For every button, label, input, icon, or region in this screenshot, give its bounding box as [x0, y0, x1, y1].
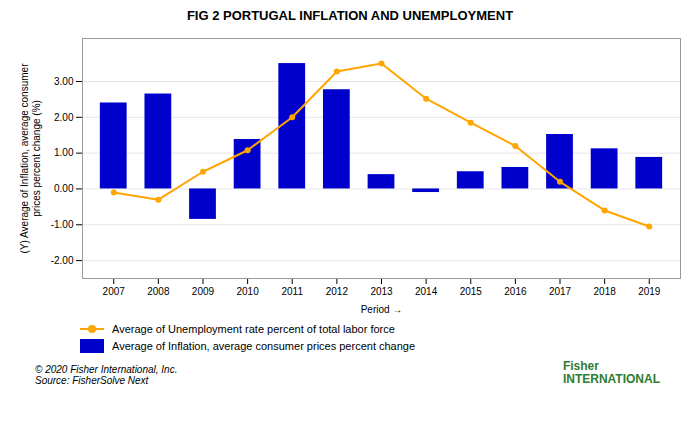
svg-text:2010: 2010	[236, 286, 259, 297]
svg-text:Period →: Period →	[361, 304, 403, 315]
svg-text:2019: 2019	[638, 286, 661, 297]
svg-text:3.00: 3.00	[54, 76, 74, 87]
html-text:FIG 2 PORTUGAL INFLATION AND U: FIG 2 PORTUGAL INFLATION AND UNEMPLOYMEN…	[186, 8, 514, 23]
html-text:Average of Inflation, average: Average of Inflation, average consumer p…	[112, 339, 416, 352]
svg-text:2012: 2012	[326, 286, 349, 297]
svg-text:2017: 2017	[549, 286, 572, 297]
svg-text:-1.00: -1.00	[51, 219, 74, 230]
svg-text:2018: 2018	[594, 286, 617, 297]
svg-text:2007: 2007	[103, 286, 126, 297]
svg-text:-2.00: -2.00	[51, 255, 74, 266]
svg-text:2014: 2014	[415, 286, 438, 297]
html-text:Fisher INTERNATIONAL: Fisher INTERNATIONAL	[562, 359, 660, 387]
svg-text:0.00: 0.00	[54, 183, 74, 194]
svg-text:1.00: 1.00	[54, 147, 74, 158]
svg-text:2013: 2013	[370, 286, 393, 297]
html-text:Average of Unemployment rate p: Average of Unemployment rate percent of …	[112, 322, 395, 335]
svg-text:2011: 2011	[281, 286, 303, 297]
svg-text:2.00: 2.00	[54, 112, 74, 123]
svg-text:2009: 2009	[192, 286, 215, 297]
svg-text:2016: 2016	[504, 286, 527, 297]
svg-text:2008: 2008	[147, 286, 170, 297]
svg-text:(Y) Average of Inflation, aver: (Y) Average of Inflation, average consum…	[19, 63, 42, 254]
html-text:© 2020 Fisher International, I: © 2020 Fisher International, Inc. Source…	[35, 364, 178, 387]
svg-text:2015: 2015	[460, 286, 483, 297]
